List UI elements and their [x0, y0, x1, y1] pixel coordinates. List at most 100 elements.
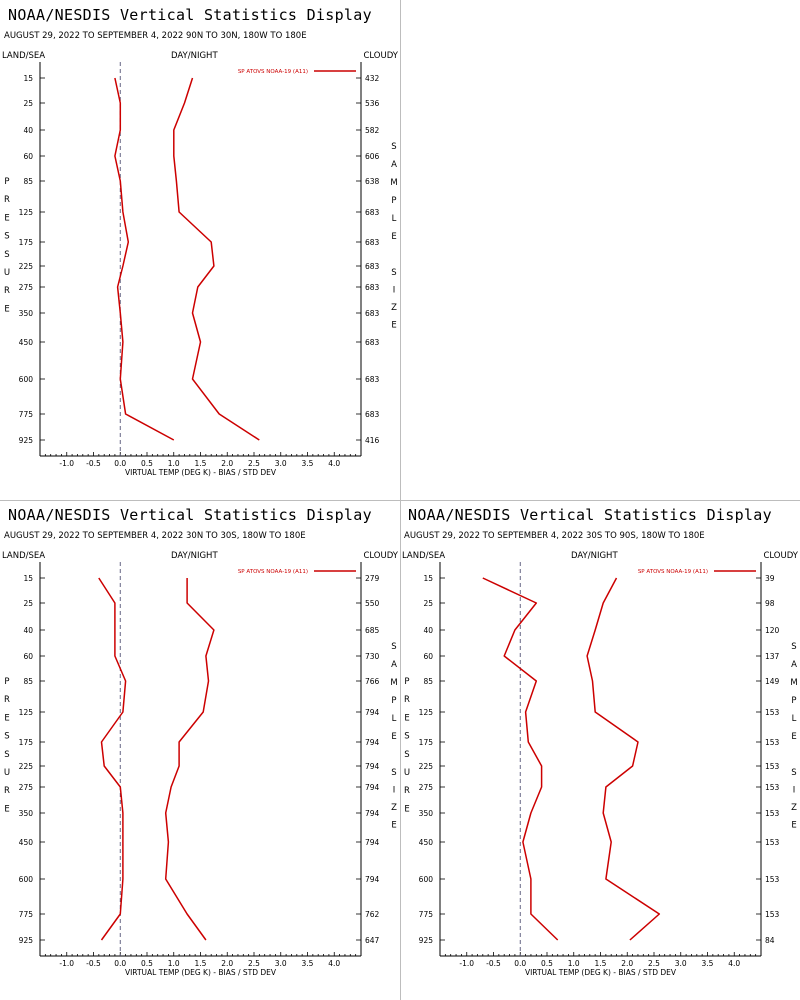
legend-label: SP ATOVS NOAA-19 (A11)	[238, 569, 308, 575]
pressure-level-label: 15	[23, 574, 33, 583]
x-tick-label: -1.0	[59, 459, 74, 468]
pressure-level-label: 40	[423, 626, 433, 635]
pressure-level-label: 275	[19, 783, 34, 792]
pressure-level-label: 225	[19, 262, 34, 271]
sample-axis-letter: L	[792, 714, 797, 724]
pressure-level-label: 60	[23, 152, 33, 161]
x-axis-label: VIRTUAL TEMP (DEG K) - BIAS / STD DEV	[125, 968, 277, 977]
pressure-level-label: 125	[19, 708, 34, 717]
x-tick-label: -0.5	[486, 959, 501, 968]
pressure-level-label: 60	[423, 652, 433, 661]
land-sea-label: LAND/SEA	[2, 551, 45, 561]
x-tick-label: 2.0	[621, 959, 633, 968]
pressure-level-label: 350	[419, 809, 434, 818]
sample-size-label: 683	[365, 309, 380, 318]
x-tick-label: 2.0	[221, 959, 233, 968]
x-tick-label: -1.0	[59, 959, 74, 968]
sample-axis-letter: E	[391, 732, 396, 742]
chart-title: NOAA/NESDIS Vertical Statistics Display	[8, 6, 372, 24]
sample-size-label: 432	[365, 74, 380, 83]
x-tick-label: -0.5	[86, 459, 101, 468]
pressure-level-label: 85	[23, 177, 33, 186]
std-dev-series-line	[586, 577, 661, 941]
pressure-axis-letter: S	[4, 750, 9, 760]
pressure-level-label: 25	[23, 599, 33, 608]
pressure-axis-letter: E	[4, 304, 9, 314]
sample-size-label: 153	[765, 910, 780, 919]
sample-size-label: 279	[365, 574, 380, 583]
pressure-axis-letter: S	[4, 232, 9, 242]
panel-divider-horizontal	[0, 500, 800, 501]
pressure-level-label: 60	[23, 652, 33, 661]
size-axis-letter: S	[391, 268, 396, 278]
legend-label: SP ATOVS NOAA-19 (A11)	[638, 569, 708, 575]
sample-size-label: 794	[365, 783, 380, 792]
size-axis-letter: E	[391, 821, 396, 831]
pressure-level-label: 275	[419, 783, 434, 792]
pressure-axis-letter: U	[4, 268, 10, 278]
pressure-axis-letter: P	[404, 677, 409, 687]
sample-size-label: 683	[365, 208, 380, 217]
x-tick-label: 2.0	[221, 459, 233, 468]
x-tick-label: 3.5	[302, 459, 314, 468]
x-tick-label: 4.0	[328, 959, 340, 968]
pressure-level-label: 125	[419, 708, 434, 717]
pressure-level-label: 225	[19, 762, 34, 771]
size-axis-letter: Z	[791, 803, 797, 813]
pressure-level-label: 175	[419, 738, 434, 747]
sample-axis-letter: S	[391, 142, 396, 152]
sample-size-label: 153	[765, 762, 780, 771]
sample-size-label: 647	[365, 936, 380, 945]
sample-size-label: 153	[765, 838, 780, 847]
x-tick-label: 3.0	[275, 459, 287, 468]
x-tick-label: 4.0	[328, 459, 340, 468]
sample-size-label: 683	[365, 338, 380, 347]
legend-label: SP ATOVS NOAA-19 (A11)	[238, 69, 308, 75]
day-night-label: DAY/NIGHT	[571, 551, 618, 561]
size-axis-letter: E	[391, 321, 396, 331]
pressure-level-label: 15	[423, 574, 433, 583]
sample-size-label: 153	[765, 783, 780, 792]
sample-axis-letter: E	[791, 732, 796, 742]
pressure-level-label: 600	[19, 875, 34, 884]
pressure-axis-letter: E	[404, 713, 409, 723]
pressure-level-label: 775	[19, 410, 34, 419]
sample-size-label: 794	[365, 809, 380, 818]
sample-axis-letter: S	[391, 642, 396, 652]
pressure-axis-letter: R	[404, 695, 410, 705]
sample-size-label: 137	[765, 652, 780, 661]
bias-series-line	[114, 77, 175, 441]
pressure-axis-letter: S	[404, 750, 409, 760]
sample-axis-letter: M	[390, 178, 397, 188]
size-axis-letter: E	[791, 821, 796, 831]
sample-axis-letter: M	[390, 678, 397, 688]
pressure-axis-letter: E	[4, 213, 9, 223]
chart-subtitle: AUGUST 29, 2022 TO SEPTEMBER 4, 2022 90N…	[4, 31, 307, 41]
pressure-level-label: 450	[19, 838, 34, 847]
sample-size-label: 683	[365, 283, 380, 292]
sample-size-label: 84	[765, 936, 775, 945]
pressure-level-label: 85	[23, 677, 33, 686]
pressure-axis-letter: P	[4, 677, 9, 687]
sample-size-label: 794	[365, 762, 380, 771]
sample-size-label: 550	[365, 599, 380, 608]
pressure-level-label: 40	[23, 626, 33, 635]
x-axis-label: VIRTUAL TEMP (DEG K) - BIAS / STD DEV	[125, 468, 277, 477]
sample-size-label: 606	[365, 152, 380, 161]
x-tick-label: -0.5	[86, 959, 101, 968]
x-tick-label: 1.0	[168, 459, 180, 468]
sample-size-label: 153	[765, 809, 780, 818]
x-tick-label: 0.5	[541, 959, 553, 968]
sample-size-label: 120	[765, 626, 780, 635]
x-tick-label: 0.0	[514, 959, 526, 968]
pressure-level-label: 25	[423, 599, 433, 608]
pressure-axis-letter: R	[4, 286, 10, 296]
chart-title: NOAA/NESDIS Vertical Statistics Display	[8, 506, 372, 524]
size-axis-letter: Z	[391, 303, 397, 313]
sample-axis-letter: P	[391, 696, 396, 706]
sample-size-label: 683	[365, 375, 380, 384]
x-tick-label: 1.0	[168, 959, 180, 968]
pressure-axis-letter: U	[404, 768, 410, 778]
x-axis-label: VIRTUAL TEMP (DEG K) - BIAS / STD DEV	[525, 968, 677, 977]
sample-axis-letter: A	[791, 660, 797, 670]
